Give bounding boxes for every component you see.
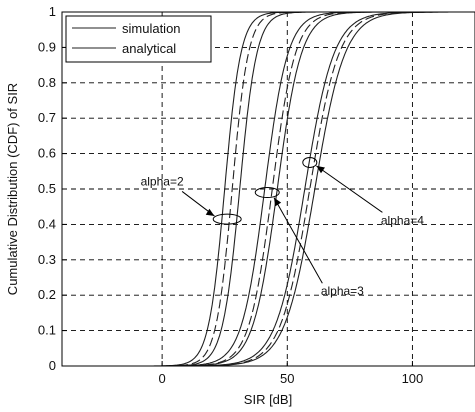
y-axis-label: Cumulative Distribution (CDF) of SIR: [5, 83, 20, 295]
annotations: alpha=2 alpha=3 alpha=4: [141, 156, 424, 298]
y-tick-label: 0.5: [38, 181, 56, 196]
annotation-ellipse: [302, 156, 318, 168]
x-axis-label: SIR [dB]: [244, 392, 292, 407]
x-tick-label: 50: [280, 371, 294, 386]
annotation-label: alpha=4: [381, 213, 424, 227]
legend-box: [65, 15, 212, 63]
plot-frame: [61, 11, 475, 367]
x-tick-label: 0: [159, 371, 166, 386]
annotation-arrowhead: [316, 165, 325, 174]
annotation-arrowhead: [273, 197, 282, 207]
y-tick-label: 0.3: [38, 252, 56, 267]
y-tick-label: 0.6: [38, 146, 56, 161]
annotation-arrow: [316, 165, 383, 213]
legend: simulation analytical: [65, 15, 212, 63]
annotation-arrowhead: [205, 208, 215, 216]
annotation-arrow: [273, 197, 323, 284]
annotation-ellipse: [254, 187, 280, 199]
y-tick-label: 0.2: [38, 287, 56, 302]
annotation-ellipse: [212, 213, 242, 225]
y-tick-label: 0.9: [38, 39, 56, 54]
axis-ticks: 0 0.1 0.2 0.3 0.4 0.5 0.6 0.7 0.8 0.9 1 0 50 100: [38, 4, 423, 386]
y-tick-label: 0.4: [38, 216, 56, 231]
y-tick-label: 0.8: [38, 75, 56, 90]
annotation-label: alpha=3: [321, 284, 364, 298]
grid-lines: [62, 12, 475, 366]
y-tick-label: 0.1: [38, 323, 56, 338]
x-tick-label: 100: [402, 371, 424, 386]
y-tick-label: 1: [49, 4, 56, 19]
y-tick-label: 0.7: [38, 110, 56, 125]
annotation-label: alpha=2: [141, 174, 184, 188]
legend-label-analytical: analytical: [122, 41, 176, 56]
legend-label-simulation: simulation: [122, 21, 181, 36]
y-tick-label: 0: [49, 358, 56, 373]
